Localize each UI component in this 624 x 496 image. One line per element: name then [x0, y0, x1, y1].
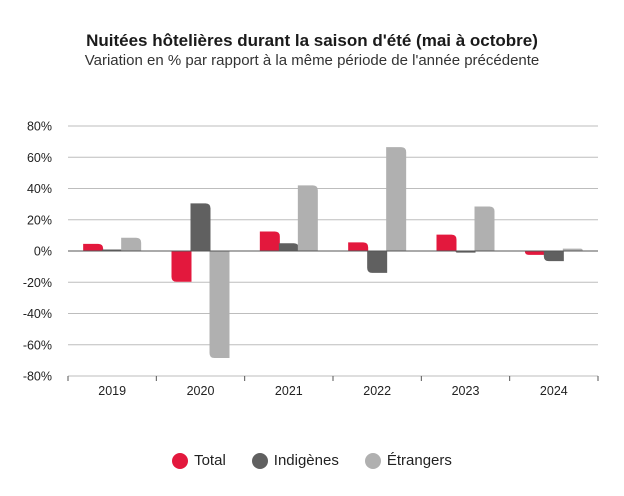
- chart-title: Nuitées hôtelières durant la saison d'ét…: [86, 31, 538, 50]
- chart-subtitle: Variation en % par rapport à la même pér…: [84, 52, 540, 69]
- x-tick-label: 2024: [540, 384, 568, 398]
- legend-swatch-total: [172, 452, 189, 469]
- y-tick-label: -40%: [23, 307, 52, 321]
- y-tick-label: 20%: [27, 213, 52, 227]
- legend-swatch-etrangers: [364, 452, 381, 469]
- bar-etrangers-2022: [386, 147, 407, 251]
- bar-indigenes-2021: [278, 243, 299, 251]
- bar-etrangers-2024: [562, 248, 583, 251]
- x-tick-label: 2019: [98, 384, 126, 398]
- bar-etrangers-2020: [209, 251, 230, 359]
- y-tick-label: 40%: [27, 182, 52, 196]
- y-tick-label: -60%: [23, 338, 52, 352]
- x-tick-label: 2022: [363, 384, 391, 398]
- legend-item-total: Total: [172, 452, 226, 469]
- legend-label-etrangers: Étrangers: [386, 452, 452, 469]
- bar-etrangers-2019: [121, 237, 142, 251]
- x-tick-label: 2021: [275, 384, 303, 398]
- y-tick-label: -20%: [23, 276, 52, 290]
- legend-item-etrangers: Étrangers: [364, 452, 452, 469]
- legend-label-indigenes: Indigènes: [273, 452, 339, 469]
- bar-total-2023: [436, 234, 457, 251]
- chart-legend: Total Indigènes Étrangers: [0, 452, 624, 469]
- bar-total-2021: [259, 231, 280, 251]
- bar-total-2024: [524, 251, 545, 255]
- bar-total-2020: [171, 251, 192, 282]
- bar-indigenes-2020: [190, 203, 211, 251]
- y-tick-label: -80%: [23, 370, 52, 384]
- legend-label-total: Total: [194, 452, 226, 469]
- x-tick-label: 2023: [452, 384, 480, 398]
- bar-indigenes-2024: [543, 251, 564, 262]
- bar-etrangers-2021: [297, 185, 318, 251]
- legend-item-indigenes: Indigènes: [251, 452, 339, 469]
- legend-swatch-indigenes: [251, 452, 268, 469]
- y-tick-label: 80%: [27, 120, 52, 134]
- bar-etrangers-2023: [474, 206, 495, 251]
- bar-total-2022: [348, 242, 369, 251]
- x-tick-label: 2020: [187, 384, 215, 398]
- y-tick-label: 0%: [34, 245, 52, 259]
- y-tick-label: 60%: [27, 151, 52, 165]
- bar-indigenes-2022: [367, 251, 388, 273]
- bar-total-2019: [83, 243, 104, 251]
